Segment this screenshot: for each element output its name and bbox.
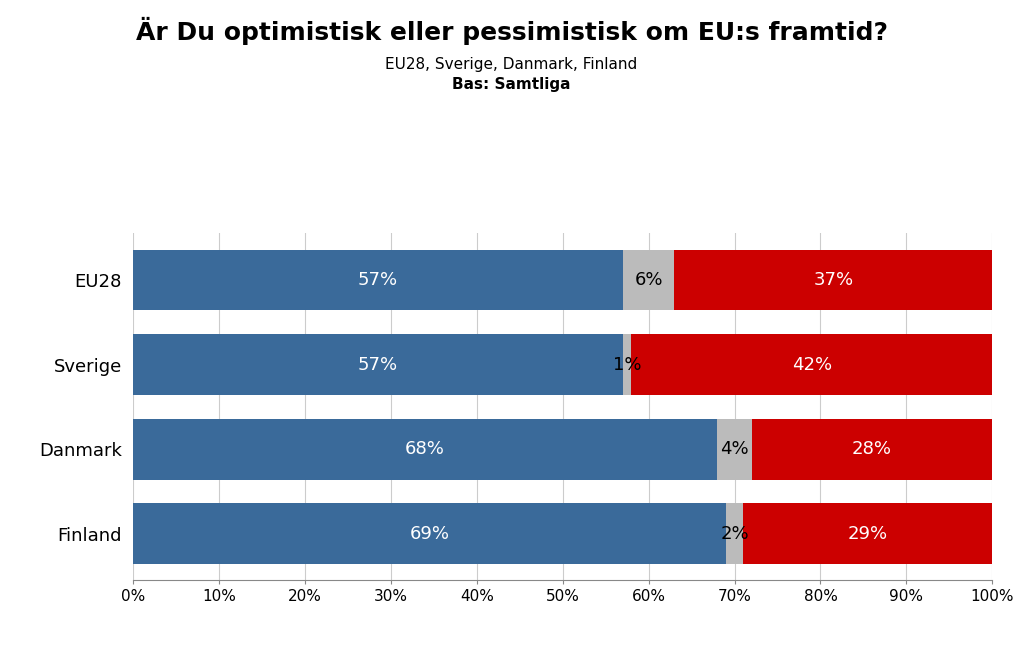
Bar <box>133 334 623 395</box>
Text: 69%: 69% <box>409 525 449 543</box>
Bar <box>726 504 743 564</box>
Text: 28%: 28% <box>852 440 892 458</box>
Bar <box>133 249 623 310</box>
Bar <box>752 419 992 480</box>
Bar <box>674 249 992 310</box>
Text: 37%: 37% <box>813 271 853 289</box>
Text: 68%: 68% <box>405 440 445 458</box>
Text: EU28, Sverige, Danmark, Finland: EU28, Sverige, Danmark, Finland <box>386 57 637 71</box>
Bar <box>623 334 631 395</box>
Text: Är Du optimistisk eller pessimistisk om EU:s framtid?: Är Du optimistisk eller pessimistisk om … <box>135 17 888 45</box>
Bar <box>623 249 674 310</box>
Bar <box>743 504 992 564</box>
Legend: Optimistisk, Vet ej, Pessimistisk: Optimistisk, Vet ej, Pessimistisk <box>372 665 753 667</box>
Text: Bas: Samtliga: Bas: Samtliga <box>452 77 571 91</box>
Text: 42%: 42% <box>792 356 832 374</box>
Text: 2%: 2% <box>720 525 749 543</box>
Text: 57%: 57% <box>358 356 398 374</box>
Bar <box>631 334 992 395</box>
Text: 29%: 29% <box>848 525 888 543</box>
Text: 57%: 57% <box>358 271 398 289</box>
Bar <box>717 419 752 480</box>
Text: 1%: 1% <box>613 356 641 374</box>
Text: 4%: 4% <box>720 440 749 458</box>
Bar <box>133 419 717 480</box>
Text: 6%: 6% <box>634 271 663 289</box>
Bar <box>133 504 726 564</box>
